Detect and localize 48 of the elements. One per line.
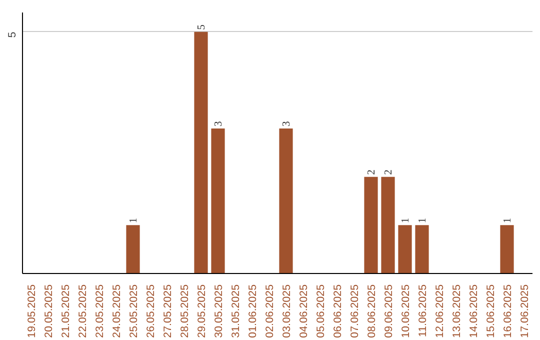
x-tick-label: 05.06.2025 <box>315 284 327 338</box>
x-tick-label: 28.05.2025 <box>179 284 191 338</box>
x-tick-label: 01.06.2025 <box>247 284 259 338</box>
x-tick-label: 15.06.2025 <box>485 284 497 338</box>
bar <box>279 128 293 274</box>
x-tick-label: 04.06.2025 <box>298 284 310 338</box>
x-tick-label: 25.05.2025 <box>128 284 140 338</box>
x-tick-label: 03.06.2025 <box>281 284 293 338</box>
bar <box>211 128 225 274</box>
x-tick-label: 24.05.2025 <box>111 284 123 338</box>
x-tick-label: 23.05.2025 <box>94 284 106 338</box>
x-tick-label: 08.06.2025 <box>366 284 378 338</box>
bar <box>415 225 429 274</box>
x-tick-label: 20.05.2025 <box>43 284 55 338</box>
x-tick-label: 22.05.2025 <box>77 284 89 338</box>
x-tick-label: 21.05.2025 <box>60 284 72 338</box>
data-label: 5 <box>196 24 208 30</box>
data-label: 1 <box>418 218 428 224</box>
bar <box>500 225 514 274</box>
bar <box>381 176 395 274</box>
bar <box>126 225 140 274</box>
data-label: 2 <box>366 170 378 175</box>
x-tick-label: 26.05.2025 <box>145 284 157 338</box>
x-tick-label: 11.06.2025 <box>417 284 429 338</box>
x-tick-label: 17.06.2025 <box>519 284 531 338</box>
bar <box>398 225 412 274</box>
x-tick-label: 14.06.2025 <box>468 284 480 338</box>
x-tick-label: 19.05.2025 <box>26 284 38 338</box>
x-tick-label: 31.05.2025 <box>230 284 242 338</box>
x-tick-label: 12.06.2025 <box>434 284 446 338</box>
x-tick-label: 02.06.2025 <box>264 284 276 338</box>
data-label: 2 <box>384 170 394 175</box>
x-tick-label: 06.06.2025 <box>332 284 344 338</box>
x-tick-label: 16.06.2025 <box>502 284 514 338</box>
data-label: 1 <box>128 218 140 224</box>
x-tick-label: 09.06.2025 <box>383 284 395 338</box>
x-tick-label: 07.06.2025 <box>349 284 361 338</box>
x-tick-label: 30.05.2025 <box>213 284 225 338</box>
data-label: 3 <box>282 121 292 126</box>
bar <box>364 176 378 274</box>
bar <box>194 32 208 274</box>
x-tick-label: 10.06.2025 <box>400 284 412 338</box>
data-label: 3 <box>214 121 224 126</box>
x-tick-label: 27.05.2025 <box>162 284 174 338</box>
x-tick-label: 13.06.2025 <box>451 284 463 338</box>
data-label: 1 <box>400 218 412 224</box>
data-label: 1 <box>502 218 514 224</box>
x-tick-label: 29.05.2025 <box>196 284 208 338</box>
